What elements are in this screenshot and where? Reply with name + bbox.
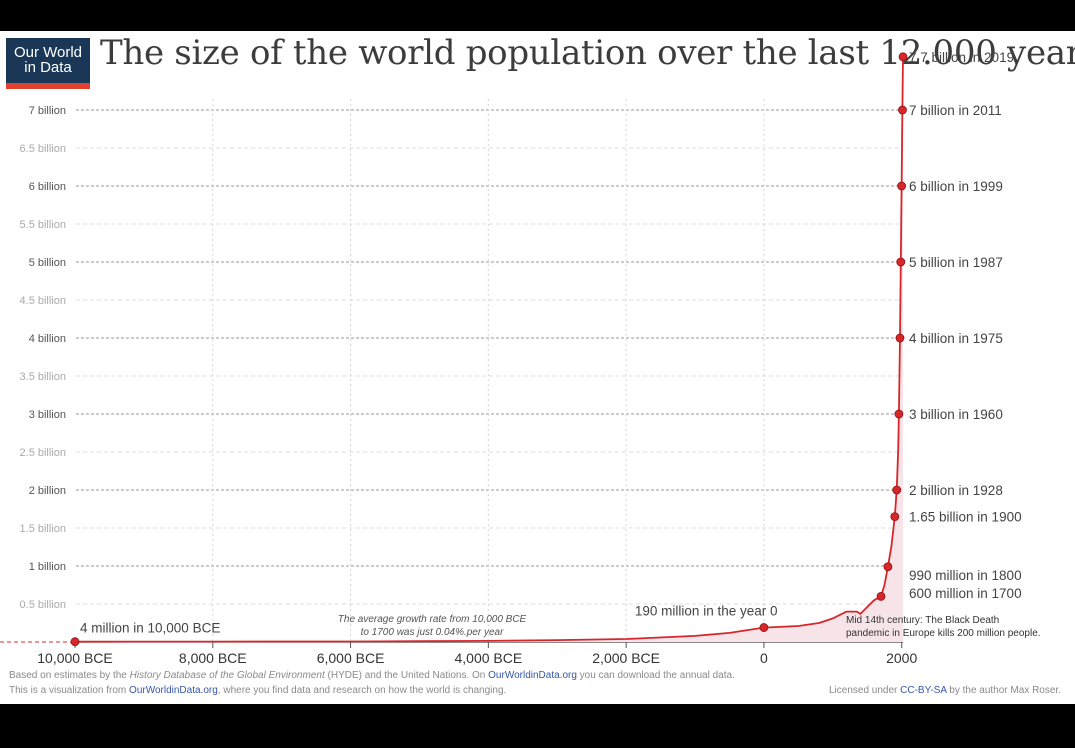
data-point-label: 5 billion in 1987 (909, 255, 1003, 270)
data-point-label: 190 million in the year 0 (635, 604, 778, 619)
data-point (892, 485, 902, 495)
data-point-label: 1.65 billion in 1900 (909, 510, 1022, 525)
license-text-b: by the author Max Roser. (946, 685, 1061, 696)
data-point-label: 3 billion in 1960 (909, 407, 1003, 422)
population-line (74, 56, 904, 643)
data-point-label: 600 million in 1700 (909, 586, 1022, 601)
owid-logo[interactable]: Our World in Data (6, 38, 90, 89)
y-tick-label: 5 billion (29, 257, 66, 269)
black-death-annotation: Mid 14th century: The Black Death (846, 615, 999, 626)
y-tick-label: 1 billion (29, 561, 66, 573)
data-point-label: 7.7 billion in 2019 (909, 50, 1014, 65)
x-tick-label: 2,000 BCE (592, 650, 660, 666)
license-text-a: Licensed under (828, 685, 901, 696)
data-point (883, 562, 893, 572)
owid-link-2[interactable]: OurWorldinData.org (129, 685, 218, 696)
y-tick-label: 3.5 billion (20, 371, 66, 383)
source-text-a: Based on estimates by the (9, 670, 130, 681)
y-tick-label: 2 billion (29, 485, 66, 497)
y-tick-label: 6 billion (29, 181, 66, 193)
data-point (759, 623, 769, 632)
source-text-d: you can download the annual data. (576, 670, 735, 681)
data-point-label: 7 billion in 2011 (909, 103, 1002, 118)
x-tick-label: 2000 (886, 650, 917, 666)
data-point (890, 512, 900, 522)
x-tick-label: 10,000 BCE (37, 650, 113, 666)
series-area (75, 56, 903, 643)
y-tick-label: 7 billion (29, 105, 66, 117)
data-point (898, 105, 907, 115)
logo-line-2: in Data (24, 59, 72, 76)
data-point (897, 181, 907, 191)
owid-link-1[interactable]: OurWorldinData.org (488, 670, 577, 681)
data-point (898, 52, 908, 62)
chart-title: The size of the world population over th… (100, 33, 1075, 73)
logo-line-1: Our World (13, 44, 83, 61)
y-tick-label: 4.5 billion (20, 295, 66, 307)
data-point (896, 257, 906, 267)
y-tick-label: 2.5 billion (20, 447, 66, 459)
y-tick-label: 5.5 billion (20, 219, 66, 231)
x-tick-label: 6,000 BCE (317, 650, 385, 666)
data-point-label: 990 million in 1800 (909, 568, 1022, 583)
data-point-label: 4 billion in 1975 (909, 331, 1003, 346)
source-note: Based on estimates by the History Databa… (9, 670, 735, 681)
visualization-text-a: This is a visualization from (9, 685, 130, 696)
source-text-c: (HYDE) and the United Nations. On (324, 670, 489, 681)
data-point-label: 2 billion in 1928 (909, 483, 1003, 498)
y-tick-label: 6.5 billion (20, 143, 66, 155)
data-point (895, 333, 905, 343)
y-tick-label: 1.5 billion (20, 523, 66, 535)
data-point-label: 4 million in 10,000 BCE (80, 621, 220, 636)
growth-annotation: The average growth rate from 10,000 BCE (338, 614, 527, 625)
visualization-text-b: , where you find data and research on ho… (217, 685, 507, 696)
y-tick-label: 3 billion (29, 409, 66, 421)
y-tick-label: 0.5 billion (20, 599, 66, 611)
data-point (70, 637, 80, 647)
y-tick-label: 4 billion (29, 333, 66, 345)
data-point-label: 6 billion in 1999 (909, 179, 1003, 194)
chart-canvas: Our World in Data The size of the world … (0, 31, 1075, 704)
black-death-annotation: pandemic in Europe kills 200 million peo… (846, 628, 1041, 639)
population-chart: 0.5 billion 1 billion 1.5 billion 2 billion… (0, 50, 1041, 666)
data-point (876, 592, 886, 601)
data-point (894, 409, 904, 419)
logo-accent-bar (6, 83, 90, 89)
growth-annotation: to 1700 was just 0.04%.per year (361, 627, 505, 638)
x-tick-label: 4,000 BCE (454, 650, 522, 666)
x-tick-label: 8,000 BCE (179, 650, 247, 666)
source-hyde-name: History Database of the Global Environme… (129, 670, 325, 681)
license-link[interactable]: CC-BY-SA (900, 685, 947, 696)
x-tick-label: 0 (760, 650, 768, 666)
license-note: Licensed under CC-BY-SA by the author Ma… (829, 685, 1061, 696)
visualization-note: This is a visualization from OurWorldinD… (9, 685, 506, 696)
